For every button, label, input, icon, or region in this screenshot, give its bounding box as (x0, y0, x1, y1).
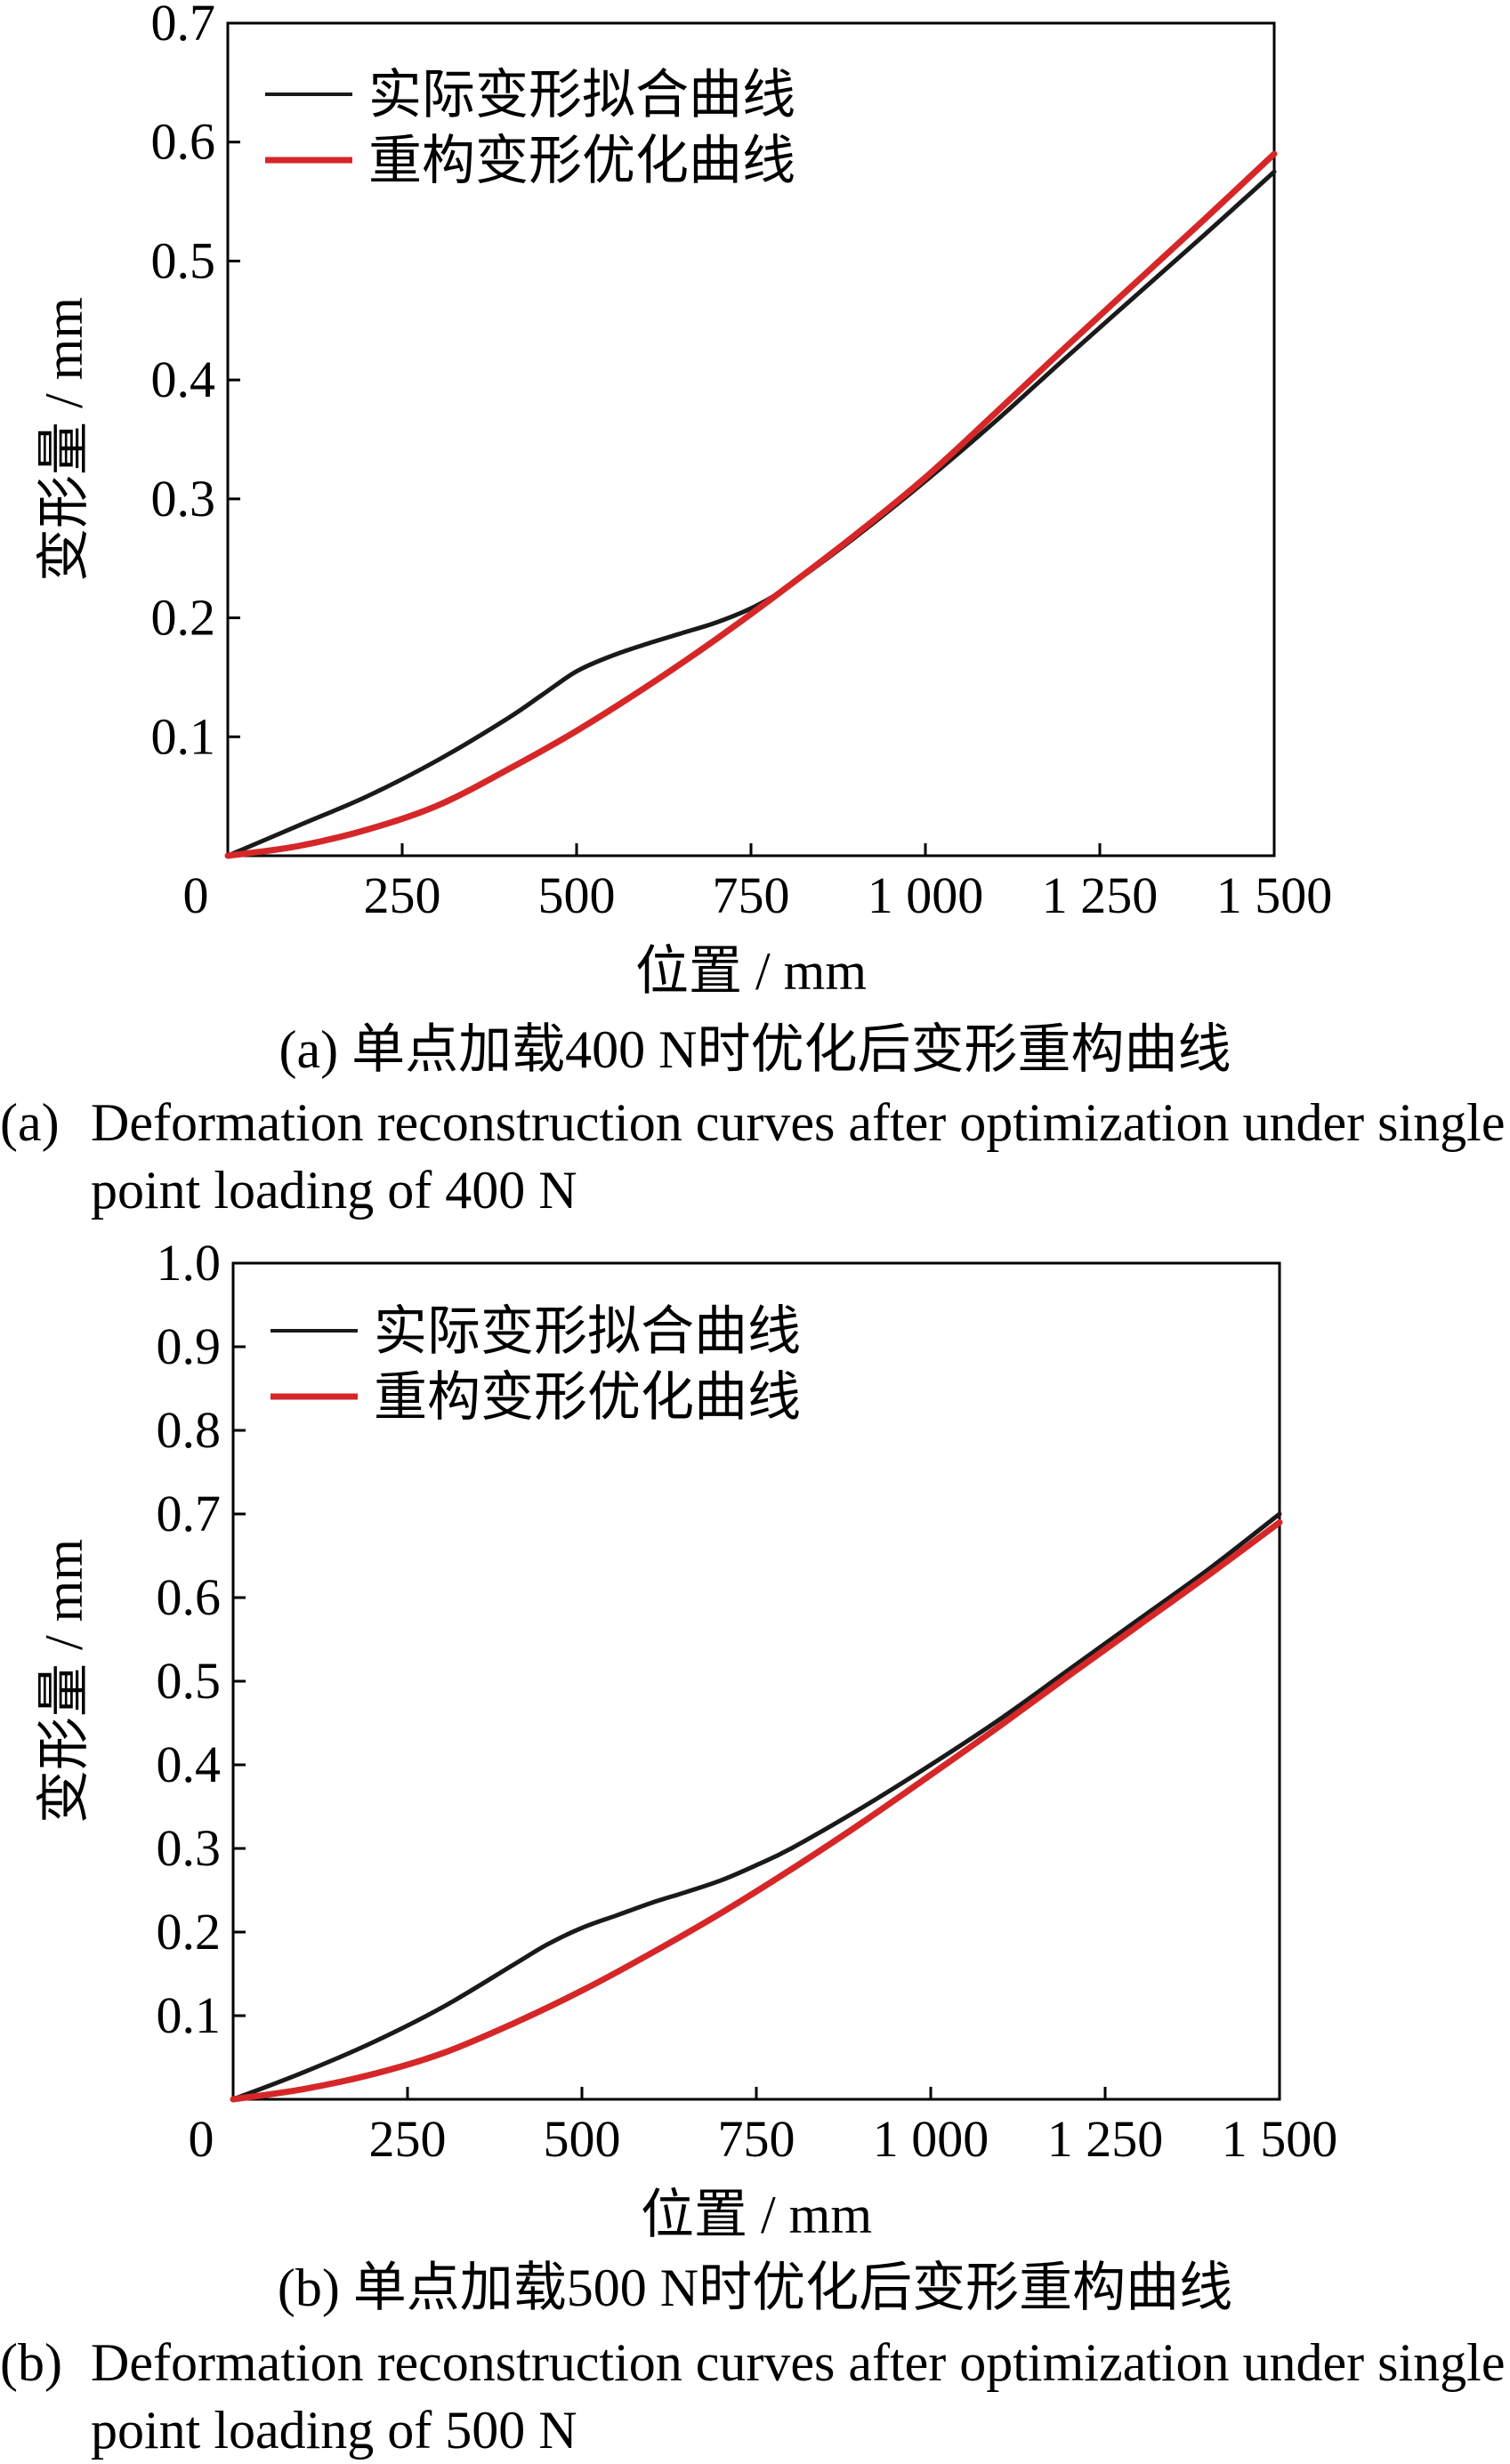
caption-en-tag-b: (b) (0, 2333, 62, 2392)
chart-a-ytick-label: 0.4 (151, 350, 216, 408)
chart-b-y-axis-label: 变形量 / mm (35, 1539, 93, 1824)
caption-cn-b: (b) 单点加载500 N时优化后变形重构曲线 (277, 2259, 1233, 2317)
chart-b-ytick-label: 0.1 (157, 1986, 222, 2044)
chart-b-ytick-label: 0.9 (157, 1317, 222, 1375)
chart-a-xtick-label: 0 (183, 866, 209, 924)
chart-a-ytick-label: 0.2 (151, 589, 216, 647)
caption-en-text-b: Deformation reconstruction curves after … (91, 2333, 1506, 2460)
chart-b-legend-label-1: 实际变形拟合曲线 (374, 1302, 801, 1361)
chart-a-ytick-label: 0.5 (151, 231, 216, 289)
chart-a-x-axis-label: 位置 / mm (635, 942, 867, 1001)
chart-a-ytick-label: 0.3 (151, 470, 216, 527)
chart-b-ytick-label: 0.3 (157, 1819, 222, 1877)
chart-a-legend-label-1: 实际变形拟合曲线 (368, 66, 795, 125)
caption-en-text-a: Deformation reconstruction curves after … (91, 1093, 1506, 1220)
chart-b-ytick-label: 0.2 (157, 1903, 222, 1961)
chart-b-x-axis-label: 位置 / mm (641, 2186, 872, 2244)
chart-a-xtick-label: 750 (713, 866, 790, 924)
chart-b-xtick-label: 500 (544, 2110, 621, 2168)
chart-b-xtick-label: 0 (189, 2110, 214, 2168)
caption-en-tag-a: (a) (0, 1093, 60, 1152)
chart-b-ytick-label: 0.5 (157, 1652, 222, 1710)
chart-b-series-1-line (230, 1511, 1282, 2102)
chart-a-legend-label-2: 重构变形优化曲线 (368, 132, 795, 190)
figure-b: 0 250 500 750 1 000 1 250 1 500 0.1 0.2 0.3 0.4 0.5… (0, 1229, 1510, 2460)
chart-a-ytick-label: 0.7 (151, 0, 216, 52)
chart-b-series-2-line (230, 1518, 1283, 2103)
chart-b-ytick-label: 0.8 (157, 1401, 222, 1459)
caption-cn-a: (a) 单点加载400 N时优化后变形重构曲线 (279, 1020, 1231, 1079)
chart-b-ytick-label: 0.7 (157, 1485, 222, 1542)
chart-b-ytick-label: 1.0 (157, 1234, 222, 1292)
chart-a-xtick-label: 250 (364, 866, 441, 924)
chart-a-ytick-label: 0.1 (151, 707, 216, 765)
chart-a-ytick-label: 0.6 (151, 113, 216, 171)
chart-a: 0 250 500 750 1 000 1 250 1 500 0.1 0.2 0.3 0.4 0.5… (35, 0, 1333, 1001)
chart-b-xtick-label: 250 (369, 2110, 447, 2168)
chart-a-xtick-label: 1 250 (1042, 866, 1159, 924)
chart-b-legend-label-2: 重构变形优化曲线 (374, 1368, 801, 1427)
chart-b-xtick-label: 1 250 (1047, 2110, 1164, 2168)
chart-a-series-1-line (225, 169, 1277, 858)
chart-b-ytick-label: 0.4 (157, 1735, 222, 1793)
chart-a-series-2-line (224, 150, 1278, 859)
chart-a-xtick-label: 500 (538, 866, 616, 924)
chart-b-xtick-label: 750 (718, 2110, 795, 2168)
chart-b: 0 250 500 750 1 000 1 250 1 500 0.1 0.2 0.3 0.4 0.5… (35, 1234, 1338, 2244)
chart-b-xtick-label: 1 000 (873, 2110, 989, 2168)
chart-a-xtick-label: 1 000 (868, 866, 984, 924)
chart-b-ytick-label: 0.6 (157, 1568, 222, 1626)
chart-a-y-axis-label: 变形量 / mm (35, 297, 93, 582)
chart-a-xtick-label: 1 500 (1216, 866, 1333, 924)
figure-a: 0 250 500 750 1 000 1 250 1 500 0.1 0.2 0.3 0.4 0.5… (0, 0, 1510, 1229)
chart-b-xtick-label: 1 500 (1222, 2110, 1338, 2168)
